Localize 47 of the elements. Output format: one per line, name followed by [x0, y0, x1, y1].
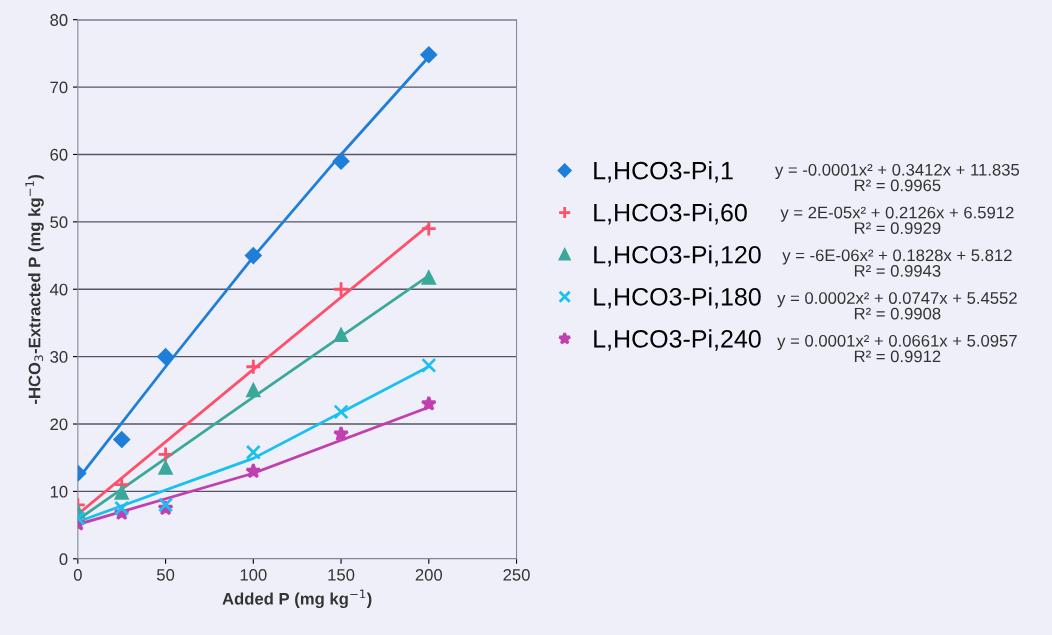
- legend-label: L,HCO3-Pi,120: [594, 245, 761, 267]
- point: [113, 431, 130, 448]
- y-tick-label: 40: [49, 283, 68, 296]
- point: [420, 395, 437, 411]
- y-tick-label: 0: [59, 553, 68, 565]
- point: [157, 446, 174, 463]
- point: [421, 270, 436, 285]
- x-tick-label: 200: [415, 568, 443, 581]
- y-axis-title: -HCO$_{3}$-Extracted P (mg kg$^{−1}$): [25, 174, 44, 404]
- point: [245, 247, 262, 264]
- x-tick-label: 100: [240, 568, 267, 581]
- legend-label: L,HCO3-Pi,240: [594, 329, 761, 351]
- legend-label: L,HCO3-Pi,1: [594, 161, 733, 183]
- x-tick-label: 150: [328, 568, 355, 581]
- text: y = 0.0001x² + 0.0661x + 5.0957 R² = 0.9912: [777, 334, 1017, 363]
- point: [334, 328, 348, 343]
- x-tick-label: 250: [503, 568, 530, 581]
- y-tick-label: 20: [50, 418, 68, 431]
- point: [332, 152, 350, 170]
- point: [244, 358, 262, 376]
- point: [157, 348, 174, 365]
- point: [245, 444, 261, 460]
- point: [158, 460, 173, 475]
- point: [332, 280, 350, 298]
- y-tick-label: 70: [50, 81, 68, 94]
- legend-label: L,HCO3-Pi,180: [594, 287, 761, 309]
- y-tick-label: 80: [50, 14, 68, 26]
- point: [333, 404, 349, 420]
- point: [246, 383, 261, 398]
- point: [421, 357, 437, 374]
- y-tick-label: 50: [50, 216, 68, 229]
- y-tick-label: 10: [50, 485, 68, 498]
- point: [114, 500, 130, 516]
- y-tick-label: 30: [50, 351, 68, 363]
- x-tick-label: 50: [156, 568, 175, 581]
- x-tick-label: 0: [73, 568, 82, 581]
- text: y = -0.0001x² + 0.3412x + 11.835 R² = 0.9965: [775, 163, 1020, 192]
- legend-label: L,HCO3-Pi,60: [594, 203, 747, 225]
- text: y = 0.0002x² + 0.0747x + 5.4552 R² = 0.9908: [777, 292, 1017, 320]
- point: [114, 485, 129, 500]
- text: y = 2E-05x² + 0.2126x + 6.5912 R² = 0.9929: [780, 206, 1014, 235]
- point: [420, 46, 438, 63]
- point: [245, 462, 262, 479]
- x-axis-title: Added P (mg kg$^{−1}$): [222, 589, 372, 609]
- y-tick-label: 60: [50, 148, 68, 161]
- point: [333, 425, 350, 442]
- text: y = -6E-06x² + 0.1828x + 5.812 R² = 0.9943: [782, 249, 1012, 277]
